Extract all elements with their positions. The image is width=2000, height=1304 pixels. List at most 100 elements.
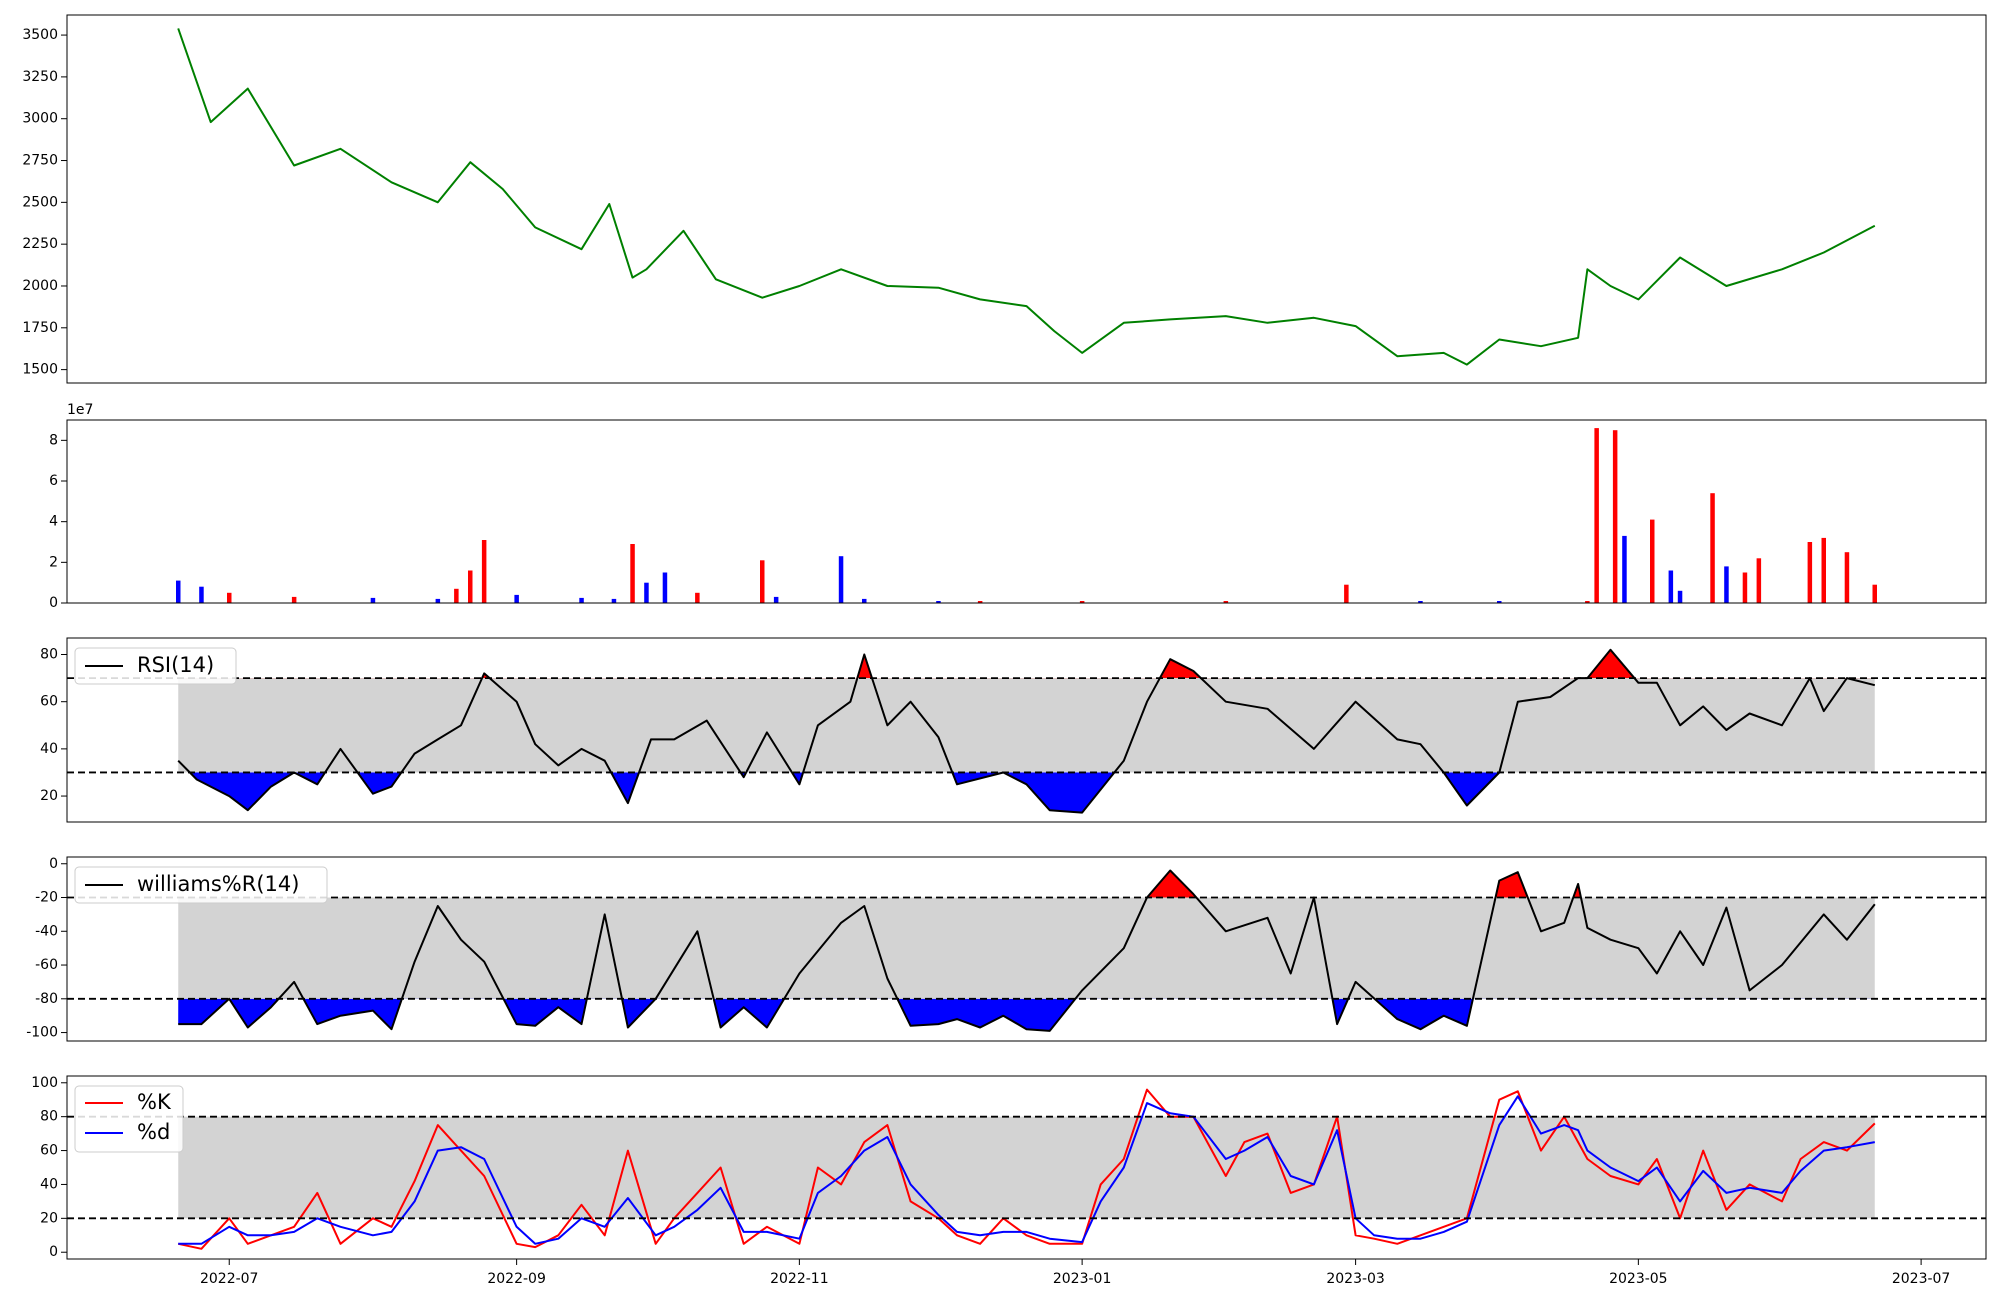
y-tick-label: 0 [49,856,58,872]
volume-bar [838,556,844,603]
price-panel: 1500 1750 2000 2250 2500 2750 3000 3250 3500 [22,14,1987,384]
volume-bar [630,544,635,603]
volume-bar [1594,428,1599,603]
y-tick-label: -60 [35,957,58,973]
y-tick-label: 2 [49,554,58,570]
y-tick-label: 3250 [22,69,58,85]
volume-bar [1724,566,1729,603]
y-tick-label: 80 [40,647,58,663]
volume-bar [1622,535,1627,603]
y-tick-label: 4 [49,514,58,530]
y-tick-label: 1500 [22,362,58,378]
axes-frame [66,14,1987,384]
rsi-band [178,678,1875,773]
volume-bar [760,560,765,603]
y-tick-label: 3500 [22,27,58,43]
y-tick-label: 40 [40,1176,58,1192]
volume-bar [1497,601,1502,603]
y-tick-label: 2000 [22,278,58,294]
x-tick-label: 2023-07 [1892,1271,1951,1287]
volume-panel: 0 2 4 6 8 1e7 [49,402,1987,611]
x-tick-label: 2023-03 [1326,1271,1385,1287]
volume-bar [199,586,204,603]
volume-bar [291,596,297,603]
y-tick-label: 3000 [22,111,58,127]
x-axis: 2022-07 2022-09 2022-11 2023-01 2023-03 2023-… [200,1259,1950,1287]
volume-bar [1223,601,1229,603]
y-tick-label: 80 [40,1109,58,1125]
legend-label: williams%R(14) [137,872,299,896]
volume-bar [611,598,617,603]
volume-bar [370,597,376,603]
williams-overbought-fill [1146,870,1581,898]
rsi-oversold-fill [178,772,1875,813]
volume-bar [1756,558,1762,603]
volume-bar [1650,519,1655,603]
williams-line [178,869,1876,1032]
y-tick-label: 2250 [22,236,58,252]
y-tick-label: 1750 [22,320,58,336]
stochastic-panel: 0 20 40 60 80 100 %K %d [31,1075,1987,1260]
volume-bar [176,580,181,603]
volume-exponent-label: 1e7 [67,402,93,418]
volume-bar [1821,537,1826,603]
y-tick-label: 2500 [22,194,58,210]
y-tick-label: 0 [49,1244,58,1260]
x-tick-label: 2023-05 [1609,1271,1668,1287]
x-tick-label: 2022-07 [200,1271,259,1287]
rsi-panel: 20 40 60 80 RSI(14) [40,637,1987,823]
axes-frame [66,856,1987,1042]
volume-bar [977,601,983,603]
y-tick-label: 2750 [22,153,58,169]
volume-bar [227,592,232,603]
volume-bar [579,597,584,603]
y-tick-label: -40 [35,923,58,939]
volume-bar [1418,601,1423,603]
volume-bar [773,596,779,603]
y-tick-label: 40 [40,741,58,757]
series-line-pct-d [178,1095,1875,1245]
x-tick-label: 2023-01 [1053,1271,1112,1287]
volume-bar [1677,590,1683,603]
williams-oversold-fill [178,998,1473,1031]
y-tick-label: 6 [49,473,58,489]
volume-bar [662,572,668,603]
stochastic-plot-area [177,1088,1876,1250]
williams-plot-area [178,869,1876,1032]
rsi-plot-area [177,648,1876,814]
volume-bar [644,582,649,603]
y-tick-label: 100 [31,1075,58,1091]
y-tick-label: 8 [49,432,58,448]
x-tick-label: 2022-11 [770,1271,829,1287]
williams-band [178,897,1875,999]
volume-bar [435,598,441,603]
volume-bar [1844,552,1850,603]
volume-bar [1742,572,1748,603]
volume-bar [1585,601,1590,603]
y-tick-label: -100 [26,1025,58,1041]
legend-box [74,866,328,904]
volume-bar [1668,570,1674,603]
volume-bar [936,601,941,603]
y-tick-label: -20 [35,890,58,906]
y-tick-label: -80 [35,991,58,1007]
y-tick-label: 20 [40,1210,58,1226]
volume-bar [1079,601,1085,603]
legend-label: %d [137,1120,170,1144]
y-tick-label: 60 [40,1143,58,1159]
volume-bar [1807,542,1813,603]
volume-bar [862,598,867,603]
volume-bar [514,594,519,603]
volume-bar [454,588,459,603]
volume-bar [1872,584,1877,603]
series-line-pct-k [177,1088,1876,1250]
axes-frame [66,1075,1987,1260]
y-tick-label: 20 [40,788,58,804]
volume-bar [481,540,487,603]
volume-bar [1612,430,1618,603]
rsi-line [177,648,1876,814]
legend-box [74,647,237,685]
volume-bar [1710,493,1715,603]
